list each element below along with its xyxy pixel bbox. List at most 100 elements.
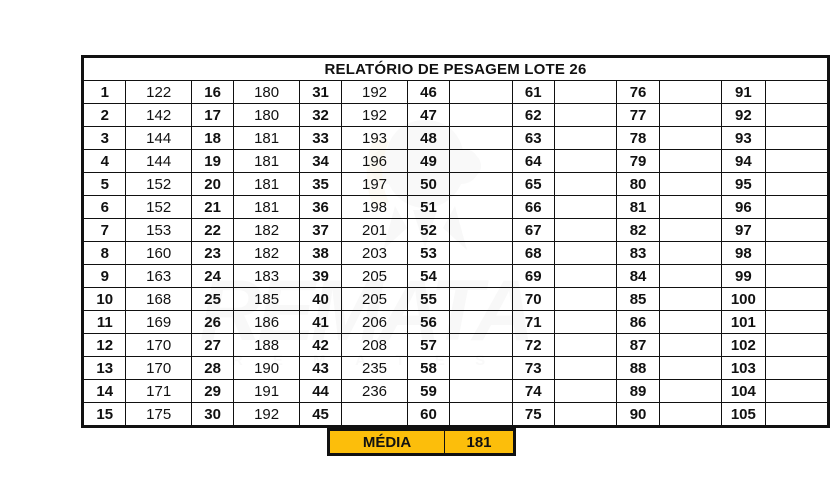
weight-value[interactable]: 205 xyxy=(341,287,408,311)
weight-value[interactable]: 186 xyxy=(233,310,300,334)
weight-value[interactable] xyxy=(449,126,513,150)
row-number[interactable]: 15 xyxy=(81,402,127,427)
row-number[interactable]: 86 xyxy=(616,310,660,334)
weight-value[interactable]: 169 xyxy=(125,310,192,334)
row-number[interactable]: 5 xyxy=(81,172,127,196)
row-number[interactable]: 65 xyxy=(511,172,556,196)
row-number[interactable]: 71 xyxy=(511,310,556,334)
weight-value[interactable] xyxy=(553,333,618,357)
weight-value[interactable]: 188 xyxy=(233,333,300,357)
weight-value[interactable] xyxy=(449,379,513,403)
row-number[interactable]: 68 xyxy=(511,241,556,265)
row-number[interactable]: 53 xyxy=(406,241,451,265)
row-number[interactable]: 94 xyxy=(721,149,766,173)
row-number[interactable]: 82 xyxy=(616,218,660,242)
weight-value[interactable] xyxy=(764,149,830,173)
row-number[interactable]: 26 xyxy=(190,310,235,334)
row-number[interactable]: 31 xyxy=(298,80,343,104)
weight-value[interactable] xyxy=(764,80,830,104)
row-number[interactable]: 89 xyxy=(616,379,660,403)
weight-value[interactable]: 122 xyxy=(125,80,192,104)
row-number[interactable]: 101 xyxy=(721,310,766,334)
row-number[interactable]: 85 xyxy=(616,287,660,311)
weight-value[interactable]: 236 xyxy=(341,379,408,403)
row-number[interactable]: 83 xyxy=(616,241,660,265)
row-number[interactable]: 78 xyxy=(616,126,660,150)
row-number[interactable]: 69 xyxy=(511,264,556,288)
row-number[interactable]: 100 xyxy=(721,287,766,311)
weight-value[interactable] xyxy=(658,356,723,380)
weight-value[interactable] xyxy=(553,126,618,150)
weight-value[interactable] xyxy=(658,149,723,173)
row-number[interactable]: 73 xyxy=(511,356,556,380)
row-number[interactable]: 61 xyxy=(511,80,556,104)
weight-value[interactable] xyxy=(553,379,618,403)
weight-value[interactable]: 206 xyxy=(341,310,408,334)
row-number[interactable]: 59 xyxy=(406,379,451,403)
row-number[interactable]: 36 xyxy=(298,195,343,219)
weight-value[interactable] xyxy=(658,310,723,334)
weight-value[interactable] xyxy=(553,264,618,288)
row-number[interactable]: 41 xyxy=(298,310,343,334)
weight-value[interactable] xyxy=(764,218,830,242)
weight-value[interactable] xyxy=(449,80,513,104)
weight-value[interactable] xyxy=(553,80,618,104)
row-number[interactable]: 74 xyxy=(511,379,556,403)
row-number[interactable]: 6 xyxy=(81,195,127,219)
row-number[interactable]: 72 xyxy=(511,333,556,357)
weight-value[interactable]: 201 xyxy=(341,218,408,242)
weight-value[interactable] xyxy=(764,356,830,380)
weight-value[interactable] xyxy=(553,218,618,242)
weight-value[interactable]: 205 xyxy=(341,264,408,288)
weight-value[interactable]: 170 xyxy=(125,333,192,357)
row-number[interactable]: 54 xyxy=(406,264,451,288)
weight-value[interactable] xyxy=(658,103,723,127)
row-number[interactable]: 18 xyxy=(190,126,235,150)
row-number[interactable]: 87 xyxy=(616,333,660,357)
weight-value[interactable] xyxy=(449,402,513,427)
weight-value[interactable] xyxy=(764,264,830,288)
row-number[interactable]: 49 xyxy=(406,149,451,173)
weight-value[interactable]: 152 xyxy=(125,195,192,219)
row-number[interactable]: 81 xyxy=(616,195,660,219)
weight-value[interactable] xyxy=(553,241,618,265)
row-number[interactable]: 17 xyxy=(190,103,235,127)
weight-value[interactable]: 181 xyxy=(233,126,300,150)
weight-value[interactable]: 192 xyxy=(341,80,408,104)
weight-value[interactable]: 183 xyxy=(233,264,300,288)
weight-value[interactable] xyxy=(658,172,723,196)
weight-value[interactable]: 208 xyxy=(341,333,408,357)
weight-value[interactable]: 196 xyxy=(341,149,408,173)
weight-value[interactable]: 197 xyxy=(341,172,408,196)
row-number[interactable]: 43 xyxy=(298,356,343,380)
row-number[interactable]: 88 xyxy=(616,356,660,380)
row-number[interactable]: 91 xyxy=(721,80,766,104)
row-number[interactable]: 50 xyxy=(406,172,451,196)
row-number[interactable]: 55 xyxy=(406,287,451,311)
row-number[interactable]: 104 xyxy=(721,379,766,403)
row-number[interactable]: 16 xyxy=(190,80,235,104)
row-number[interactable]: 13 xyxy=(81,356,127,380)
weight-value[interactable]: 181 xyxy=(233,195,300,219)
weight-value[interactable]: 153 xyxy=(125,218,192,242)
row-number[interactable]: 75 xyxy=(511,402,556,427)
row-number[interactable]: 22 xyxy=(190,218,235,242)
row-number[interactable]: 33 xyxy=(298,126,343,150)
weight-value[interactable]: 144 xyxy=(125,149,192,173)
row-number[interactable]: 48 xyxy=(406,126,451,150)
weight-value[interactable] xyxy=(764,241,830,265)
weight-value[interactable]: 144 xyxy=(125,126,192,150)
row-number[interactable]: 66 xyxy=(511,195,556,219)
row-number[interactable]: 7 xyxy=(81,218,127,242)
weight-value[interactable] xyxy=(449,103,513,127)
row-number[interactable]: 105 xyxy=(721,402,766,427)
row-number[interactable]: 80 xyxy=(616,172,660,196)
weight-value[interactable] xyxy=(553,402,618,427)
row-number[interactable]: 84 xyxy=(616,264,660,288)
weight-value[interactable]: 235 xyxy=(341,356,408,380)
row-number[interactable]: 20 xyxy=(190,172,235,196)
weight-value[interactable]: 203 xyxy=(341,241,408,265)
weight-value[interactable] xyxy=(449,195,513,219)
row-number[interactable]: 44 xyxy=(298,379,343,403)
weight-value[interactable] xyxy=(449,333,513,357)
